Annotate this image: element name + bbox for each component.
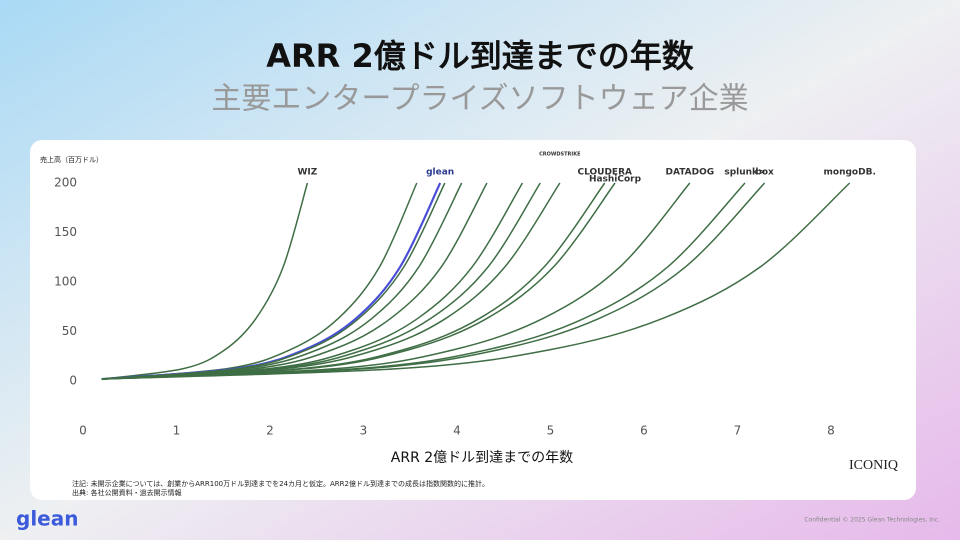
x-tick-label: 4 [453,424,461,438]
y-tick-label: 0 [69,374,77,388]
legend-label: box [755,168,774,178]
x-tick-label: 1 [173,424,181,438]
legend-label: mongoDB. [824,168,876,178]
legend-label: CLOUDERA [577,168,632,178]
legend-label: DATADOG [665,168,714,178]
x-tick-label: 8 [827,424,835,438]
title: ARR 2億ドル到達までの年数 [266,37,694,75]
x-tick-label: 6 [640,424,648,438]
legend-label: splunk> [724,168,765,178]
chart-card [30,140,916,500]
note: 出典: 各社公開資料・過去開示情報 [72,488,182,497]
line [101,182,616,380]
x-tick-label: 5 [547,424,555,438]
x-axis-label: ARR 2億ドル到達までの年数 [391,450,573,466]
x-tick-label: 2 [266,424,274,438]
chart: 売上高（百万ドル） ARR 2億ドル到達までの年数 0 50 100 150 200 0 1 2 3… [40,152,876,467]
y-tick-label: 150 [54,225,77,239]
x-tick-label: 7 [734,424,742,438]
footer-confidential: Confidential © 2025 Glean Technologies, … [804,517,940,524]
source-brand: ICONIQ [849,458,898,473]
y-tick-label: 100 [54,275,77,289]
x-tick-label: 0 [79,424,87,438]
line [101,182,851,380]
legend-label: glean [426,168,454,178]
subtitle: 主要エンタープライズソフトウェア企業 [211,82,748,117]
y-tick-label: 200 [54,176,77,190]
y-tick-label: 50 [62,324,77,338]
footer-logo: glean [16,507,78,531]
legend-label: CROWDSTRIKE [539,152,581,158]
note: 注記: 未開示企業については、創業からARR100万ドル到達までを24カ月と仮定… [72,479,489,488]
legend-label: HashiCorp [589,175,642,185]
legend-label: WIZ [297,168,317,178]
x-tick-label: 3 [360,424,368,438]
y-axis-label: 売上高（百万ドル） [40,155,103,164]
line [101,182,309,380]
